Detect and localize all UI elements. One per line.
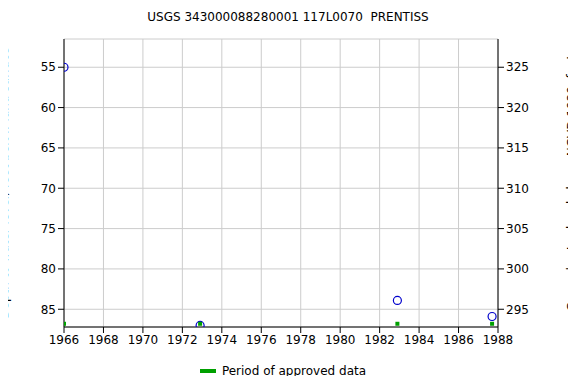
svg-text:60: 60 [41,101,56,115]
svg-text:80: 80 [41,262,56,276]
svg-text:65: 65 [41,141,56,155]
svg-text:85: 85 [41,303,56,317]
svg-text:300: 300 [506,262,529,276]
svg-text:1972: 1972 [167,333,198,347]
svg-text:1980: 1980 [325,333,356,347]
svg-text:1974: 1974 [207,333,238,347]
svg-text:Groundwater level above NGVD 1: Groundwater level above NGVD 1929, feet [565,54,568,311]
svg-text:70: 70 [41,182,56,196]
svg-text:55: 55 [41,60,56,74]
html-text:Period of approved data: Period of approved data [221,364,367,378]
html-text:USGS 343000088280001 117L0070: USGS 343000088280001 117L0070 PRENTISS [147,10,429,24]
svg-text:Depth to water level, feet bel: Depth to water level, feet below land su… [8,47,11,318]
svg-text:320: 320 [506,101,529,115]
svg-text:325: 325 [506,60,529,74]
svg-text:305: 305 [506,222,529,236]
svg-text:295: 295 [506,303,529,317]
svg-text:1984: 1984 [404,333,435,347]
svg-text:1970: 1970 [128,333,159,347]
svg-text:310: 310 [506,182,529,196]
svg-text:1986: 1986 [443,333,474,347]
svg-text:315: 315 [506,141,529,155]
svg-text:1982: 1982 [364,333,395,347]
svg-text:1978: 1978 [285,333,316,347]
svg-text:1976: 1976 [246,333,277,347]
svg-text:1988: 1988 [483,333,514,347]
svg-text:1968: 1968 [88,333,119,347]
svg-text:75: 75 [41,222,56,236]
svg-text:1966: 1966 [49,333,80,347]
